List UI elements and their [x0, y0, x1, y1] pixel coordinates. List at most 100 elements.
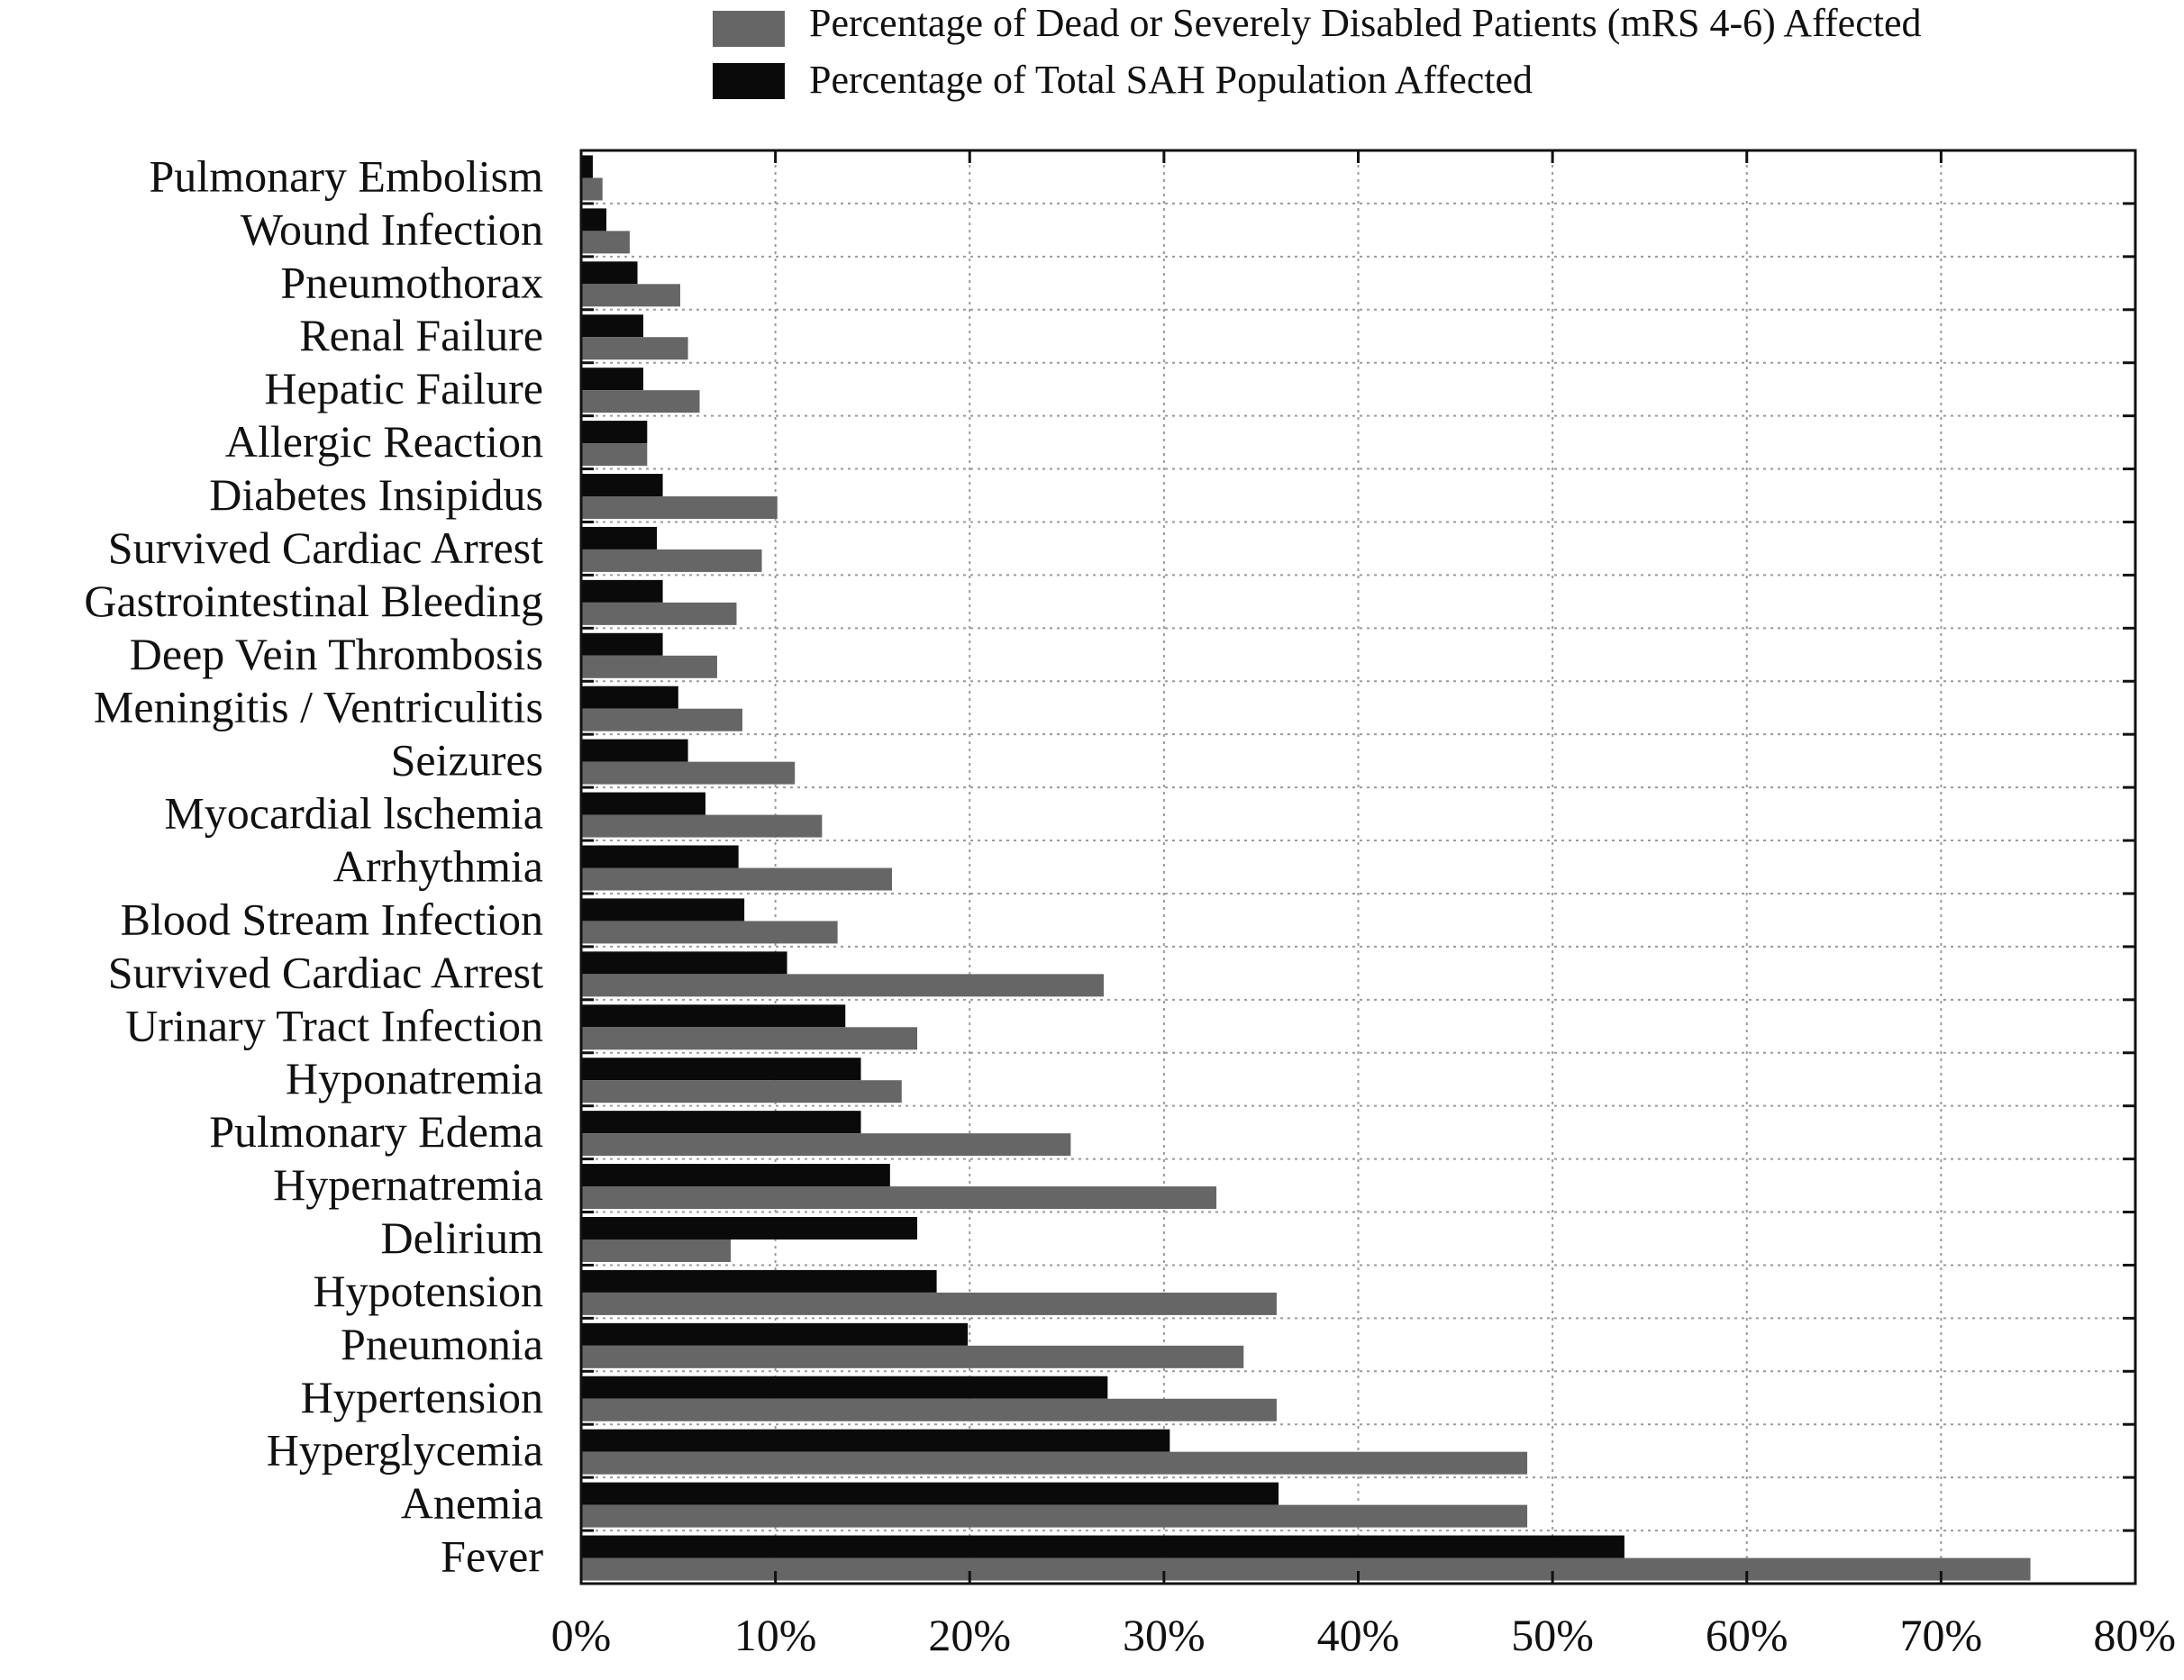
bar-total-population [581, 368, 643, 391]
bar-total-population [581, 155, 593, 178]
bar-dead-disabled [581, 496, 778, 520]
x-tick-label: 40% [1317, 1610, 1400, 1660]
grid-lines [581, 150, 2135, 1584]
category-label: Pulmonary Embolism [150, 150, 544, 201]
bar-total-population [581, 1164, 890, 1187]
category-label: Hyperglycemia [267, 1425, 543, 1476]
bar-total-population [581, 208, 607, 232]
bar-total-population [581, 261, 638, 285]
bar-dead-disabled [581, 761, 796, 785]
legend-swatch-dead-disabled [713, 11, 785, 47]
category-label: Blood Stream Infection [121, 894, 543, 944]
bar-total-population [581, 739, 688, 762]
category-label: Diabetes Insipidus [209, 469, 543, 520]
category-label: Myocardial lschemia [164, 788, 543, 839]
bar-dead-disabled [581, 1451, 1528, 1475]
bar-total-population [581, 474, 663, 497]
bar-dead-disabled [581, 1133, 1071, 1157]
bar-total-population [581, 792, 705, 815]
bar-dead-disabled [581, 1504, 1528, 1528]
bar-total-population [581, 1269, 937, 1293]
category-label: Anemia [401, 1478, 543, 1529]
bar-total-population [581, 1535, 1624, 1558]
bar-total-population [581, 314, 643, 338]
bar-total-population [581, 1004, 846, 1028]
bar-total-population [581, 845, 739, 868]
bar-total-population [581, 898, 745, 922]
bar-dead-disabled [581, 867, 892, 891]
x-tick-label: 70% [1900, 1610, 1983, 1660]
bar-dead-disabled [581, 284, 680, 307]
bar-dead-disabled [581, 177, 603, 201]
bar-dead-disabled [581, 1186, 1217, 1210]
category-label: Pneumonia [341, 1319, 543, 1369]
bar-total-population [581, 1058, 861, 1081]
category-label: Meningitis / Ventriculitis [94, 682, 543, 732]
bar-dead-disabled [581, 602, 737, 625]
bar-dead-disabled [581, 1345, 1244, 1368]
x-tick-label: 0% [551, 1610, 612, 1660]
category-label: Fever [441, 1531, 543, 1582]
bar-total-population [581, 686, 678, 709]
legend-swatch-total-population [713, 63, 785, 99]
category-label: Survived Cardiac Arrest [108, 522, 543, 573]
bar-dead-disabled [581, 921, 838, 944]
bar-total-population [581, 1482, 1279, 1505]
category-label: Pulmonary Edema [209, 1106, 543, 1157]
category-label: Hyponatremia [286, 1053, 543, 1103]
bar-total-population [581, 579, 663, 603]
bar-total-population [581, 1216, 918, 1240]
x-tick-label: 20% [928, 1610, 1011, 1660]
legend: Percentage of Dead or Severely Disabled … [713, 1, 1921, 102]
bar-total-population [581, 526, 658, 549]
bar-dead-disabled [581, 549, 762, 572]
x-tick-label: 50% [1511, 1610, 1594, 1660]
category-label: Pneumothorax [280, 257, 543, 307]
bars [581, 155, 2031, 1581]
plot-frame [579, 149, 2137, 1585]
bar-dead-disabled [581, 1398, 1277, 1421]
category-label: Renal Failure [299, 310, 543, 360]
bar-dead-disabled [581, 1292, 1277, 1315]
legend-label-total-population: Percentage of Total SAH Population Affec… [809, 58, 1533, 102]
category-label: Hypertension [301, 1372, 543, 1422]
bar-dead-disabled [581, 231, 630, 254]
category-label: Hypotension [313, 1266, 543, 1316]
bar-dead-disabled [581, 974, 1105, 997]
bar-total-population [581, 1376, 1108, 1399]
category-label: Allergic Reaction [225, 416, 543, 467]
bar-total-population [581, 1429, 1170, 1452]
legend-label-dead-disabled: Percentage of Dead or Severely Disabled … [809, 1, 1921, 45]
bar-total-population [581, 1322, 969, 1346]
x-tick-label: 80% [2093, 1610, 2176, 1660]
category-label: Seizures [391, 735, 543, 786]
category-label: Hepatic Failure [264, 363, 543, 413]
bar-dead-disabled [581, 337, 688, 360]
bar-dead-disabled [581, 655, 717, 678]
category-label: Gastrointestinal Bleeding [84, 576, 543, 626]
x-tick-label: 10% [734, 1610, 817, 1660]
bar-dead-disabled [581, 1239, 732, 1262]
category-label: Deep Vein Thrombosis [130, 629, 543, 679]
category-label: Delirium [380, 1212, 543, 1263]
bar-dead-disabled [581, 708, 742, 731]
category-label: Arrhythmia [333, 841, 543, 892]
x-tick-label: 60% [1706, 1610, 1788, 1660]
category-label: Wound Infection [241, 204, 543, 254]
bar-total-population [581, 951, 787, 975]
category-label: Hypernatremia [273, 1159, 543, 1210]
bar-total-population [581, 421, 648, 444]
bar-total-population [581, 632, 663, 656]
bar-dead-disabled [581, 443, 648, 467]
bar-total-population [581, 1111, 861, 1134]
bar-dead-disabled [581, 1080, 902, 1103]
bar-dead-disabled [581, 1027, 918, 1050]
x-tick-label: 30% [1123, 1610, 1206, 1660]
bar-dead-disabled [581, 390, 700, 413]
category-label: Survived Cardiac Arrest [108, 947, 543, 997]
bar-dead-disabled [581, 1557, 2031, 1581]
bar-dead-disabled [581, 814, 823, 838]
category-label: Urinary Tract Infection [125, 1000, 543, 1050]
